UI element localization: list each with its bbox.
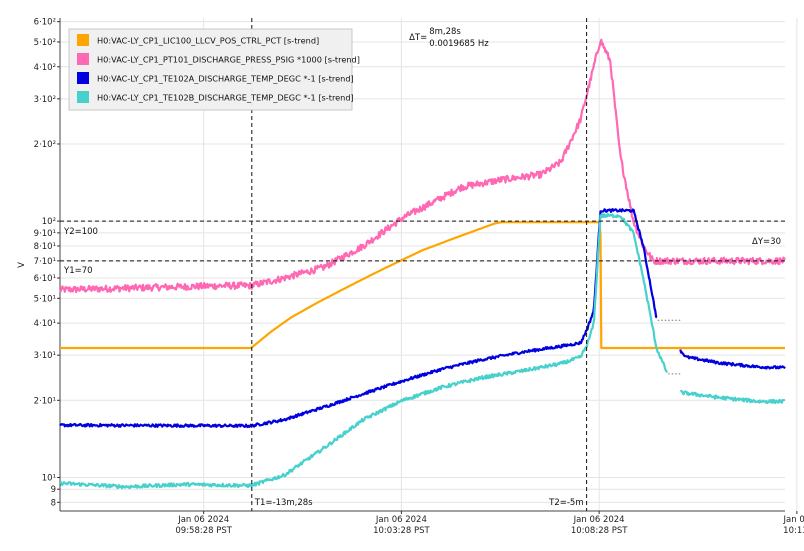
y-tick-label: 3·10¹ <box>34 351 56 361</box>
y-tick-label: 7·10¹ <box>34 257 56 267</box>
legend[interactable]: H0:VAC-LY_CP1_LIC100_LLCV_POS_CTRL_PCT [… <box>68 28 360 111</box>
series-line <box>58 38 786 294</box>
series-1 <box>59 221 786 350</box>
y-tick-label: 6·10² <box>34 18 56 28</box>
legend-swatch <box>77 91 89 103</box>
series-3 <box>59 208 786 429</box>
legend-item-2[interactable]: H0:VAC-LY_CP1_PT101_DISCHARGE_PRESS_PSIG… <box>77 53 360 65</box>
series-line <box>59 208 786 429</box>
y-tick-label: 4·10¹ <box>34 319 56 329</box>
y-tick-label: 8 <box>51 498 56 508</box>
cursor-y2-label: Y2=100 <box>63 227 98 237</box>
y-tick-label: 3·10² <box>34 95 56 105</box>
x-tick-label-date: Jan 06 <box>783 515 804 525</box>
delta-t-label: ΔT= <box>409 33 427 43</box>
y-tick-label: 9·10¹ <box>34 229 56 239</box>
series-layer <box>58 38 786 490</box>
legend-box <box>68 28 353 111</box>
y-tick-label: 6·10¹ <box>34 274 56 284</box>
y-tick-label: 8·10¹ <box>34 242 56 252</box>
cursor-layer[interactable]: T1=-13m,28s T2=-5m Y1=70 Y2=100 ΔY=30 ΔT=8m,2… <box>60 18 785 511</box>
x-tick-label-time: 10:13: <box>783 526 804 536</box>
legend-item-3[interactable]: H0:VAC-LY_CP1_TE102A_DISCHARGE_TEMP_DEGC… <box>77 72 354 84</box>
x-tick-label-time: 09:58:28 PST <box>175 526 232 536</box>
cursor-y1-label: Y1=70 <box>63 266 93 276</box>
legend-swatch <box>77 72 89 84</box>
cursor-t2-label: T2=-5m <box>548 498 583 508</box>
legend-label: H0:VAC-LY_CP1_LIC100_LLCV_POS_CTRL_PCT [… <box>97 36 319 46</box>
y-tick-label: 10¹ <box>42 473 56 483</box>
cursor-t1-label: T1=-13m,28s <box>254 498 313 508</box>
series-2 <box>58 38 786 294</box>
y-tick-label: 10² <box>42 217 56 227</box>
delta-y-label: ΔY=30 <box>752 237 781 247</box>
series-4 <box>59 213 786 490</box>
legend-label: H0:VAC-LY_CP1_TE102B_DISCHARGE_TEMP_DEGC… <box>97 93 354 103</box>
series-line <box>59 221 786 350</box>
legend-label: H0:VAC-LY_CP1_PT101_DISCHARGE_PRESS_PSIG… <box>97 55 360 65</box>
x-tick-label-date: Jan 06 2024 <box>177 515 229 525</box>
y-tick-label: 5·10² <box>34 38 56 48</box>
y-tick-label: 4·10² <box>34 63 56 73</box>
y-tick-label: 5·10¹ <box>34 294 56 304</box>
legend-item-4[interactable]: H0:VAC-LY_CP1_TE102B_DISCHARGE_TEMP_DEGC… <box>77 91 354 103</box>
legend-swatch <box>77 53 89 65</box>
plot-axes <box>59 18 785 512</box>
y-tick-label: 2·10² <box>34 140 56 150</box>
delta-t-frequency: 0.0019685 Hz <box>429 39 489 49</box>
y-axis-ticks: 8 9 10¹ 2·10¹ 3·10¹ 4·10¹ 5·10¹ 6·10¹ 7·10¹ 8·10¹… <box>34 18 60 508</box>
legend-label: H0:VAC-LY_CP1_TE102A_DISCHARGE_TEMP_DEGC… <box>97 74 354 84</box>
x-tick-label-date: Jan 06 2024 <box>573 515 625 525</box>
series-line <box>59 213 786 490</box>
x-tick-label-time: 10:08:28 PST <box>571 526 628 536</box>
x-tick-label-date: Jan 06 2024 <box>375 515 427 525</box>
legend-swatch <box>77 34 89 46</box>
y-axis-label: V <box>17 262 27 268</box>
y-tick-label: 9 <box>51 485 56 495</box>
x-tick-label-time: 10:03:28 PST <box>373 526 430 536</box>
legend-item-1[interactable]: H0:VAC-LY_CP1_LIC100_LLCV_POS_CTRL_PCT [… <box>77 34 319 46</box>
delta-t-value: 8m,28s <box>429 27 461 37</box>
y-tick-label: 2·10¹ <box>34 396 56 406</box>
